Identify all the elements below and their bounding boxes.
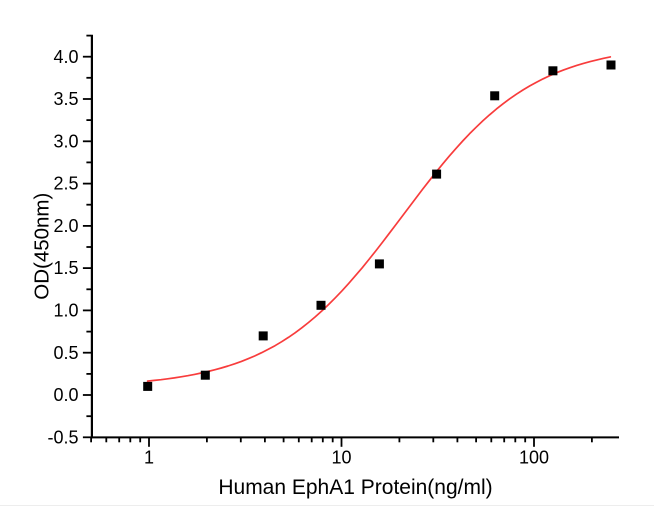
svg-text:-0.5: -0.5 xyxy=(47,427,78,447)
svg-text:3.0: 3.0 xyxy=(53,131,78,151)
svg-text:100: 100 xyxy=(519,447,549,467)
svg-text:4.0: 4.0 xyxy=(53,47,78,67)
svg-text:3.5: 3.5 xyxy=(53,89,78,109)
svg-text:1: 1 xyxy=(144,447,154,467)
svg-text:0.5: 0.5 xyxy=(53,343,78,363)
svg-text:2.0: 2.0 xyxy=(53,216,78,236)
svg-text:10: 10 xyxy=(331,447,351,467)
svg-text:1.5: 1.5 xyxy=(53,258,78,278)
svg-text:OD(450nm): OD(450nm) xyxy=(31,193,54,300)
svg-text:1.0: 1.0 xyxy=(53,301,78,321)
svg-text:Human EphA1 Protein(ng/ml): Human EphA1 Protein(ng/ml) xyxy=(218,476,492,499)
svg-text:0.0: 0.0 xyxy=(53,385,78,405)
svg-text:2.5: 2.5 xyxy=(53,174,78,194)
